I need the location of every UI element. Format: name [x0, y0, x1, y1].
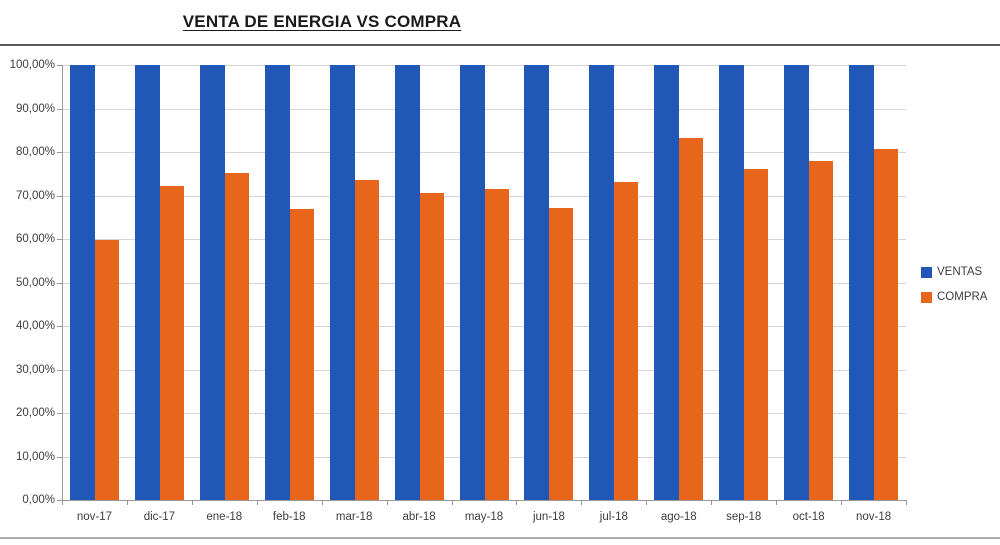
x-axis-category-label: jul-18	[599, 511, 628, 523]
x-axis-category-label: oct-18	[792, 511, 825, 523]
bar-ventas	[654, 65, 680, 500]
y-axis-tick-label: 0,00%	[22, 494, 55, 506]
x-axis-category-label: nov-18	[855, 511, 892, 523]
x-axis-tick	[62, 500, 63, 505]
bar-compra	[484, 188, 509, 500]
y-axis-tick	[57, 326, 62, 327]
y-axis-tick-label: 30,00%	[15, 363, 55, 376]
legend-label-ventas: VENTAS	[937, 266, 983, 278]
bar-ventas	[849, 65, 875, 500]
x-axis-category-label: abr-18	[402, 511, 436, 523]
x-axis-tick	[776, 500, 778, 505]
bar-ventas	[199, 65, 225, 500]
y-axis-tick-label: 100,00%	[9, 59, 55, 71]
x-axis-category-label: ago-18	[660, 511, 697, 523]
y-axis-tick	[57, 369, 62, 371]
y-axis-line	[62, 65, 63, 500]
y-axis-tick	[57, 413, 62, 414]
bar-compra	[614, 182, 639, 500]
y-axis-tick	[57, 239, 62, 240]
y-axis-tick	[57, 456, 62, 458]
x-axis-tick	[451, 500, 453, 505]
bar-compra	[679, 138, 704, 500]
x-axis-line	[62, 500, 907, 501]
x-axis-category-label: nov-17	[76, 511, 113, 523]
bar-ventas	[264, 65, 290, 500]
x-axis-tick	[321, 500, 323, 505]
chart-frame-top-border	[0, 44, 1000, 46]
x-axis-category-label: may-18	[464, 511, 504, 523]
y-axis-tick-label: 50,00%	[15, 276, 55, 289]
bar-ventas	[459, 65, 485, 500]
x-axis-category-label: ene-18	[206, 511, 243, 523]
x-axis-tick	[581, 500, 583, 505]
bar-ventas	[394, 65, 420, 500]
y-axis-tick	[57, 282, 62, 284]
legend-label-compra: COMPRA	[937, 291, 988, 303]
chart-frame-bottom-border	[0, 537, 1000, 539]
y-axis-tick-label: 70,00%	[15, 189, 55, 202]
bar-compra	[224, 173, 249, 500]
x-axis-category-label: dic-17	[143, 511, 176, 523]
x-axis-category-label: feb-18	[272, 511, 306, 523]
bar-compra	[159, 186, 184, 500]
bar-compra	[354, 180, 379, 500]
legend-item-compra: COMPRA	[921, 291, 987, 303]
y-axis-tick	[57, 500, 62, 501]
bar-ventas	[784, 65, 810, 500]
x-axis-tick	[126, 500, 128, 505]
y-axis-tick-label: 40,00%	[15, 320, 55, 332]
x-axis-tick	[646, 500, 648, 505]
x-axis-tick	[256, 500, 258, 505]
bar-ventas	[719, 65, 745, 500]
y-axis-tick	[57, 152, 62, 153]
y-axis-tick-label: 60,00%	[15, 233, 55, 245]
bar-compra	[809, 161, 834, 500]
bar-ventas	[524, 65, 550, 500]
bar-compra	[419, 193, 444, 500]
bar-compra	[95, 239, 119, 500]
y-axis-tick-label: 10,00%	[15, 450, 55, 463]
x-axis-tick	[191, 500, 193, 505]
x-axis-tick	[516, 500, 518, 505]
x-axis-tick	[841, 500, 843, 505]
legend-item-ventas: VENTAS	[921, 266, 987, 278]
x-axis-tick	[711, 500, 713, 505]
x-axis-category-label: sep-18	[726, 511, 762, 523]
bar-ventas	[589, 65, 615, 500]
bar-ventas	[134, 65, 160, 500]
bar-ventas	[70, 65, 95, 500]
x-axis-category-label: mar-18	[335, 511, 373, 523]
x-axis-category-label: jun-18	[532, 511, 565, 523]
bar-compra	[874, 149, 899, 500]
y-axis-tick	[57, 195, 62, 197]
bar-ventas	[329, 65, 355, 500]
y-axis-tick-label: 80,00%	[15, 146, 55, 158]
y-axis-tick-label: 20,00%	[15, 407, 55, 419]
bar-compra	[289, 208, 314, 500]
bar-compra	[549, 208, 574, 500]
x-axis-tick	[906, 500, 907, 505]
legend: VENTAS COMPRA	[921, 266, 987, 303]
y-axis-tick	[57, 65, 62, 66]
compra-legend-swatch-icon	[921, 291, 932, 303]
chart-title: VENTA DE ENERGIA VS COMPRA	[182, 12, 462, 31]
ventas-legend-swatch-icon	[921, 266, 932, 278]
x-axis-tick	[386, 500, 388, 505]
y-axis-tick-label: 90,00%	[15, 102, 55, 115]
bar-compra	[744, 169, 769, 500]
y-axis-tick	[57, 108, 62, 110]
